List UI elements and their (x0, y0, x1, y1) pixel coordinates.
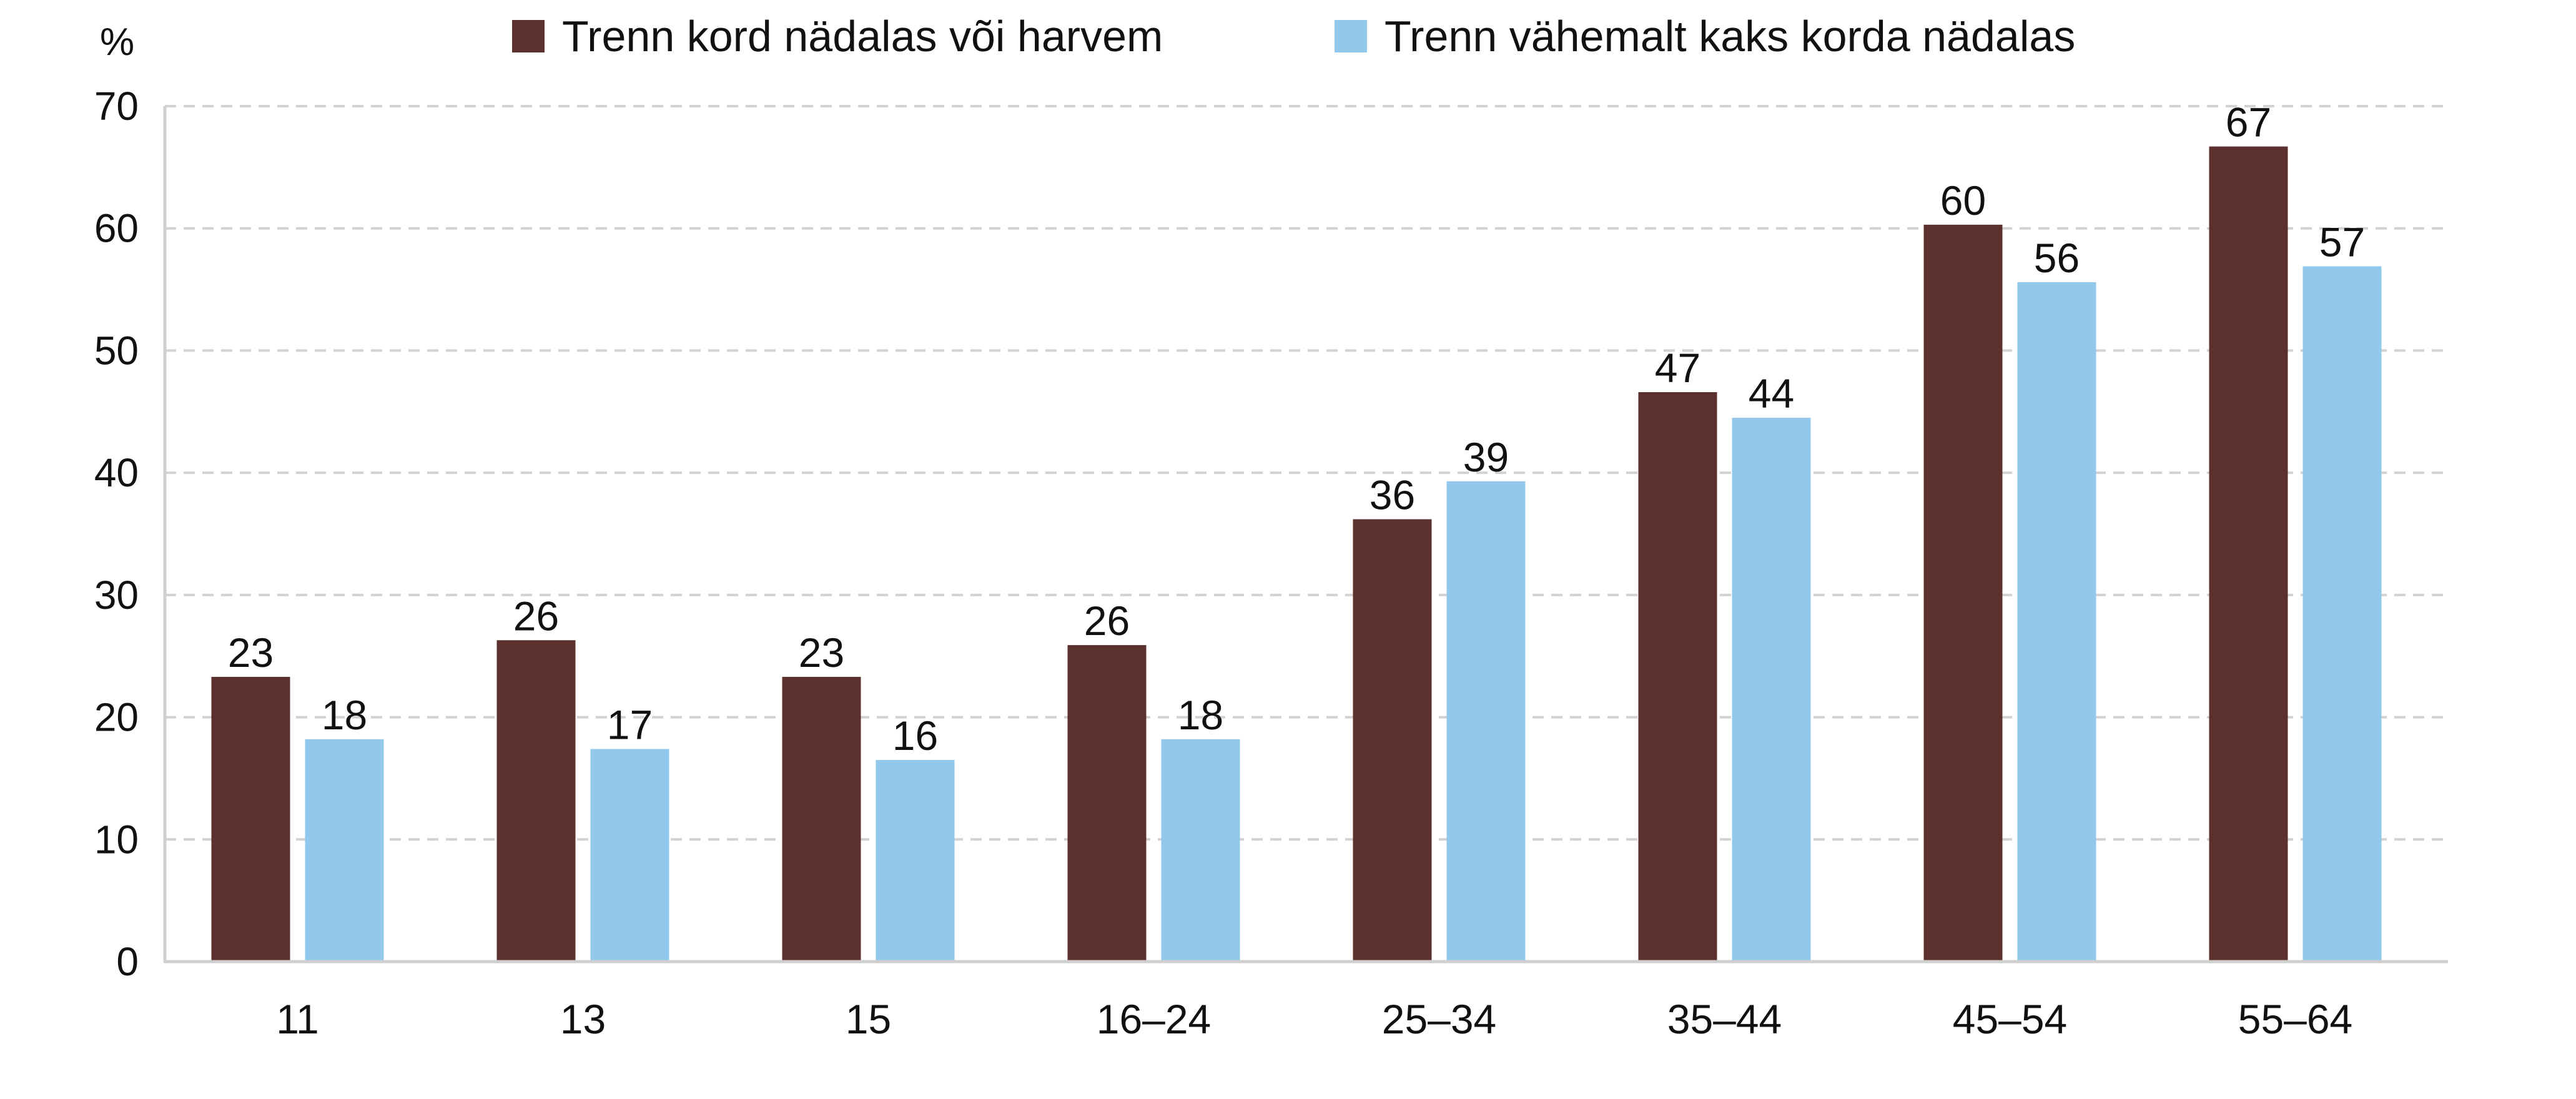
data-label: 60 (1940, 177, 1986, 224)
y-tick-label: 30 (94, 573, 139, 618)
bar-series-2 (1446, 481, 1526, 962)
bar-series-1 (1923, 224, 2003, 962)
data-label: 57 (2319, 219, 2365, 265)
x-tick-label: 13 (560, 996, 606, 1042)
data-label: 17 (607, 701, 653, 747)
bar-series-2 (2017, 282, 2096, 962)
y-tick-label: 20 (94, 695, 139, 740)
x-tick-label: 55–64 (2238, 996, 2353, 1042)
bar-series-1 (211, 676, 290, 962)
y-tick-label: 10 (94, 817, 139, 862)
data-label: 23 (228, 629, 274, 676)
bar-series-2 (590, 749, 669, 962)
data-label: 18 (1178, 692, 1223, 738)
x-tick-label: 15 (846, 996, 891, 1042)
bar-series-1 (1638, 392, 1717, 962)
data-labels: 23 18 26 17 23 16 26 18 36 39 47 44 60 56 67 57 (228, 99, 2365, 759)
y-tick-label: 0 (116, 939, 139, 984)
x-tick-label: 35–44 (1667, 996, 1782, 1042)
y-tick-label: 50 (94, 328, 139, 373)
legend-swatch-series-2 (1335, 20, 1367, 52)
bar-series-2 (2302, 266, 2382, 962)
data-label: 44 (1749, 370, 1794, 416)
x-tick-label: 45–54 (1953, 996, 2068, 1042)
bar-series-1 (1067, 645, 1147, 962)
y-axis-ticks: 0 10 20 30 40 50 60 70 (94, 84, 139, 984)
legend: Trenn kord nädalas või harvem Trenn vähe… (512, 12, 2075, 61)
bars (211, 146, 2382, 962)
bar-series-1 (496, 640, 576, 962)
bar-series-1 (1353, 519, 1432, 962)
bar-series-2 (305, 739, 384, 962)
x-axis-ticks: 11 13 15 16–24 25–34 35–44 45–54 55–64 (276, 996, 2352, 1042)
bar-series-1 (2209, 146, 2288, 962)
x-tick-label: 25–34 (1382, 996, 1497, 1042)
y-axis-unit-label: % (100, 21, 134, 64)
x-tick-label: 16–24 (1097, 996, 1212, 1042)
legend-swatch-series-1 (512, 20, 545, 52)
data-label: 39 (1463, 434, 1509, 480)
data-label: 23 (799, 629, 844, 676)
y-tick-label: 40 (94, 450, 139, 495)
legend-label-series-2: Trenn vähemalt kaks korda nädalas (1384, 12, 2075, 61)
legend-label-series-1: Trenn kord nädalas või harvem (562, 12, 1163, 61)
data-label: 26 (513, 593, 559, 639)
x-tick-label: 11 (276, 996, 319, 1042)
bar-series-1 (782, 676, 861, 962)
y-tick-label: 70 (94, 84, 139, 129)
bar-series-2 (876, 760, 955, 962)
data-label: 36 (1369, 472, 1415, 518)
data-label: 26 (1084, 598, 1130, 644)
y-tick-label: 60 (94, 206, 139, 251)
bar-series-2 (1732, 418, 1811, 962)
bar-series-2 (1161, 739, 1240, 962)
data-label: 18 (322, 692, 367, 738)
data-label: 47 (1655, 345, 1700, 391)
data-label: 56 (2034, 235, 2080, 281)
data-label: 16 (892, 712, 938, 759)
data-label: 67 (2226, 99, 2271, 145)
